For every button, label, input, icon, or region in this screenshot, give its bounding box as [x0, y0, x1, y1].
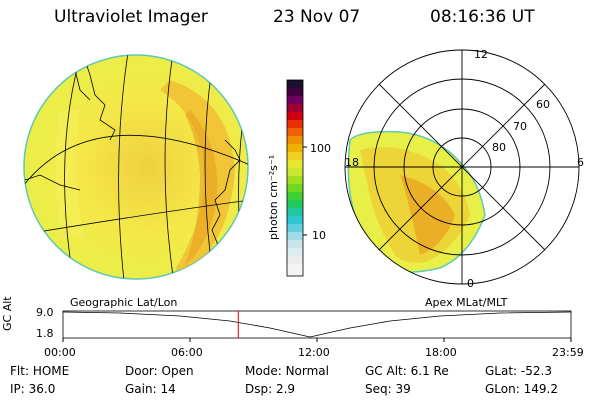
colorbar-tick-10: 10 [312, 229, 326, 242]
status-door: Door: Open [125, 364, 194, 378]
timeline-tick: 18:00 [425, 346, 457, 359]
timeline-ymax: 9.0 [36, 306, 54, 319]
polar-map [344, 49, 580, 285]
auroral-emission [24, 55, 248, 279]
auroral-oval-image [347, 130, 486, 273]
timeline-tick: 23:59 [552, 346, 584, 359]
mlt-6-label: 6 [577, 156, 584, 169]
graticule [24, 55, 248, 279]
status-dsp: Dsp: 2.9 [245, 382, 296, 396]
status-gc-alt: GC Alt: 6.1 Re [365, 364, 449, 378]
polar-map-caption: Apex MLat/MLT [425, 296, 508, 309]
altitude-curve [62, 311, 572, 338]
timeline-tick: 00:00 [44, 346, 76, 359]
status-gain: Gain: 14 [125, 382, 176, 396]
coastline [74, 59, 116, 141]
altitude-timeline [62, 310, 572, 342]
status-seq: Seq: 39 [365, 382, 411, 396]
status-ip: IP: 36.0 [10, 382, 56, 396]
colorbar-unit-label: photon cm⁻²s⁻¹ [267, 154, 280, 240]
image-date: 23 Nov 07 [273, 7, 361, 27]
geographic-map-caption: Geographic Lat/Lon [70, 296, 178, 309]
timeline-ymin: 1.8 [36, 327, 54, 340]
mlt-12-label: 12 [474, 48, 488, 61]
status-glon: GLon: 149.2 [485, 382, 558, 396]
lat-80-label: 80 [492, 141, 506, 154]
timeline-frame [62, 310, 572, 339]
mlt-18-label: 18 [345, 156, 359, 169]
image-time: 08:16:36 UT [430, 7, 535, 27]
earth-disc-image [23, 54, 249, 280]
app-title: Ultraviolet Imager [54, 7, 208, 27]
mlt-0-label: 0 [467, 277, 474, 290]
timeline-ylabel: GC Alt [1, 296, 14, 331]
colorbar-tick-100: 100 [310, 142, 331, 155]
timeline-tick: 06:00 [171, 346, 203, 359]
colorbar [286, 79, 307, 277]
lat-70-label: 70 [513, 120, 527, 133]
status-mode: Mode: Normal [245, 364, 329, 378]
status-flt: Flt: HOME [10, 364, 70, 378]
polar-grid [344, 49, 580, 285]
lat-60-label: 60 [536, 98, 550, 111]
timeline-tick: 12:00 [298, 346, 330, 359]
status-glat: GLat: -52.3 [485, 364, 552, 378]
